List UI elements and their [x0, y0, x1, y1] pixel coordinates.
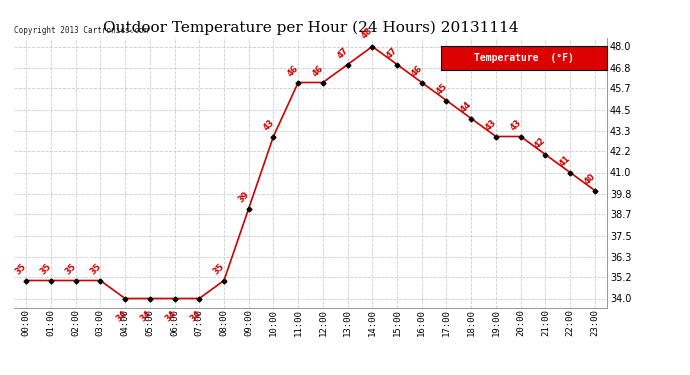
- Text: 35: 35: [14, 261, 28, 276]
- Text: 35: 35: [88, 261, 103, 276]
- Text: 34: 34: [188, 308, 203, 323]
- Text: 35: 35: [212, 261, 226, 276]
- Text: 34: 34: [139, 308, 153, 323]
- Text: 46: 46: [409, 63, 424, 78]
- Text: 43: 43: [509, 117, 523, 132]
- Text: 34: 34: [164, 308, 178, 323]
- Title: Outdoor Temperature per Hour (24 Hours) 20131114: Outdoor Temperature per Hour (24 Hours) …: [103, 21, 518, 35]
- Text: 45: 45: [434, 81, 449, 96]
- Text: 42: 42: [533, 135, 548, 150]
- Text: 35: 35: [39, 261, 53, 276]
- Text: 47: 47: [385, 45, 400, 60]
- Text: 48: 48: [360, 26, 375, 40]
- Text: Copyright 2013 Cartronics.com: Copyright 2013 Cartronics.com: [14, 26, 148, 35]
- Text: 35: 35: [63, 261, 78, 276]
- Text: 40: 40: [582, 171, 597, 186]
- Text: 39: 39: [237, 189, 251, 204]
- Text: 34: 34: [114, 308, 128, 323]
- Text: 41: 41: [558, 153, 573, 168]
- Text: 43: 43: [484, 117, 498, 132]
- Text: 46: 46: [310, 63, 325, 78]
- Text: 43: 43: [262, 117, 276, 132]
- Text: 44: 44: [459, 99, 473, 114]
- Text: 46: 46: [286, 63, 301, 78]
- Text: 47: 47: [335, 45, 350, 60]
